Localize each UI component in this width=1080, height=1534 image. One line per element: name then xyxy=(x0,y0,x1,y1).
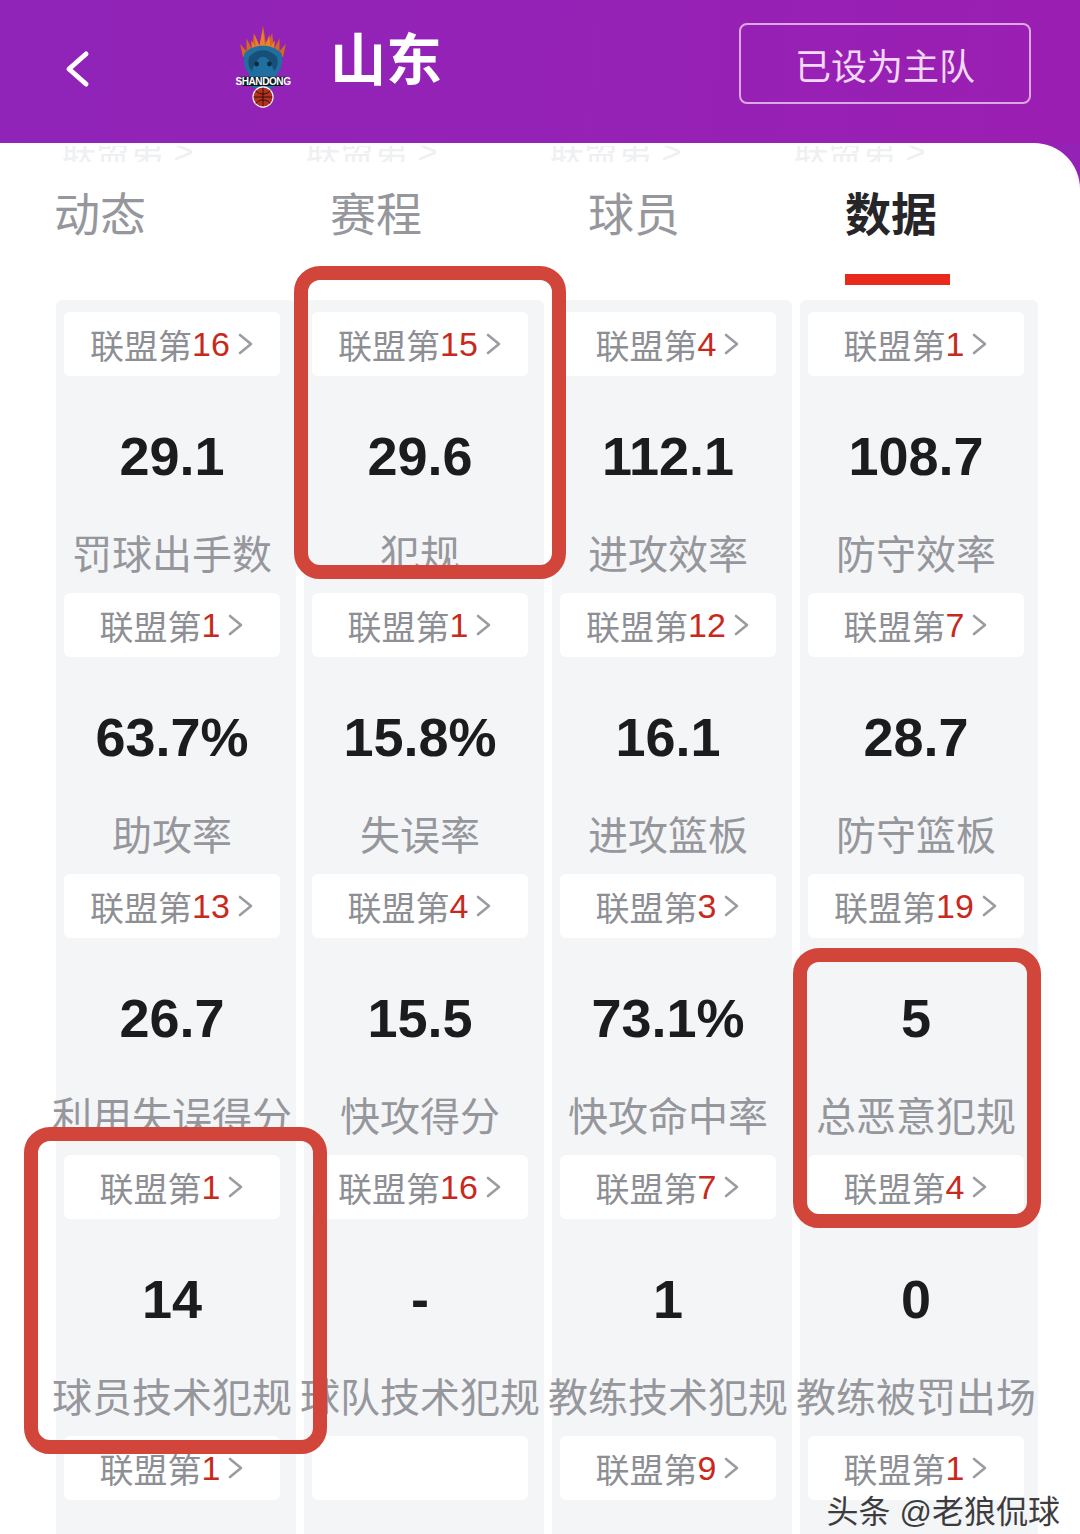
svg-text:SHANDONG: SHANDONG xyxy=(235,76,291,87)
